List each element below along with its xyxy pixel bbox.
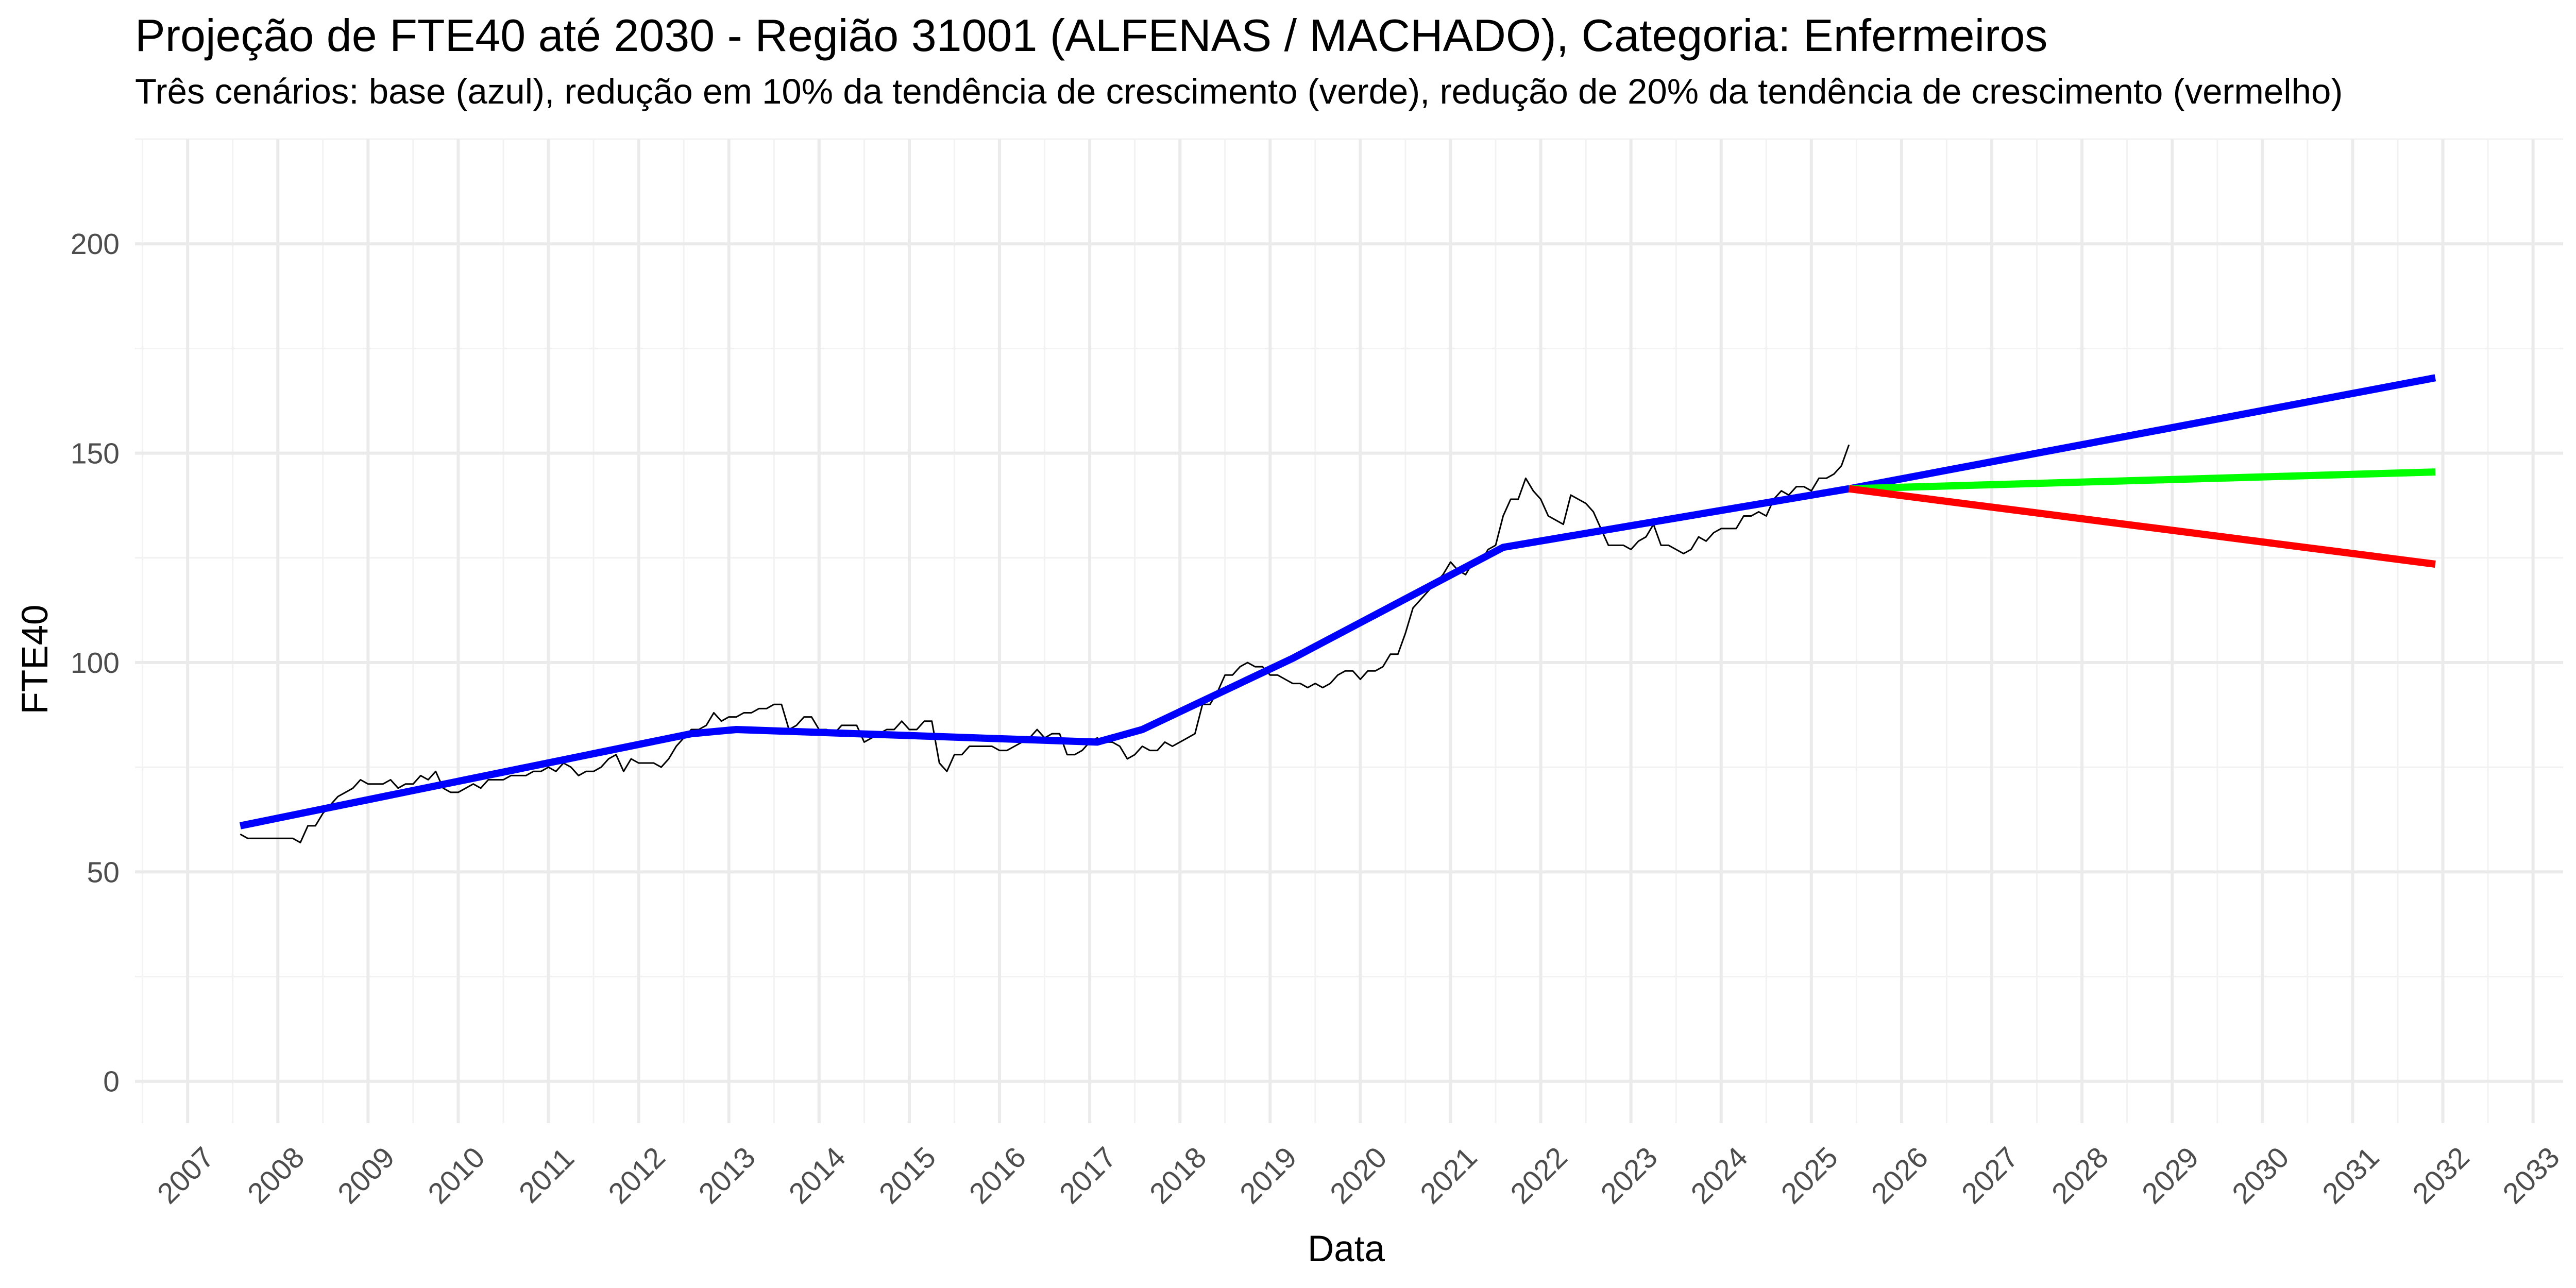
y-tick-labels: 0 50 100 150 200 (71, 228, 120, 1098)
x-tick-label-2012: 2012 (602, 1141, 672, 1210)
x-tick-label-2009: 2009 (331, 1141, 401, 1210)
x-tick-label-2021: 2021 (1414, 1141, 1484, 1210)
y-axis-label: FTE40 (15, 604, 56, 714)
x-tick-label-2018: 2018 (1143, 1141, 1213, 1210)
x-tick-label-2026: 2026 (1865, 1141, 1935, 1210)
x-tick-label-2030: 2030 (2226, 1141, 2295, 1210)
grid-minor (135, 138, 2563, 1123)
chart-title: Projeção de FTE40 até 2030 - Região 3100… (135, 10, 2048, 61)
y-tick-label-150: 150 (71, 437, 120, 470)
x-tick-label-2032: 2032 (2406, 1141, 2476, 1210)
x-tick-label-2023: 2023 (1595, 1141, 1664, 1210)
y-tick-label-50: 50 (87, 856, 120, 889)
x-tick-label-2013: 2013 (692, 1141, 762, 1210)
x-tick-label-2008: 2008 (241, 1141, 311, 1210)
x-tick-label-2010: 2010 (422, 1141, 492, 1210)
x-tick-label-2033: 2033 (2497, 1141, 2566, 1210)
x-tick-label-2020: 2020 (1324, 1141, 1393, 1210)
x-tick-label-2025: 2025 (1775, 1141, 1844, 1210)
x-tick-label-2014: 2014 (783, 1141, 852, 1210)
x-tick-label-2028: 2028 (2045, 1141, 2115, 1210)
x-tick-label-2007: 2007 (151, 1141, 221, 1210)
x-tick-label-2024: 2024 (1685, 1141, 1754, 1210)
y-tick-label-100: 100 (71, 647, 120, 680)
series-line-base (1848, 374, 2436, 493)
x-tick-label-2029: 2029 (2136, 1141, 2205, 1210)
series-layer (239, 374, 2436, 843)
y-tick-label-200: 200 (71, 228, 120, 261)
series-line-trend (239, 485, 1850, 829)
x-tick-label-2027: 2027 (1955, 1141, 2025, 1210)
x-tick-label-2017: 2017 (1053, 1141, 1123, 1210)
series-line-reduction-10 (1849, 468, 2436, 493)
x-tick-label-2031: 2031 (2316, 1141, 2386, 1210)
x-axis-label: Data (1308, 1229, 1385, 1269)
y-tick-label-0: 0 (103, 1065, 120, 1098)
x-tick-label-2019: 2019 (1233, 1141, 1303, 1210)
x-tick-label-2016: 2016 (963, 1141, 1032, 1210)
chart-subtitle: Três cenários: base (azul), redução em 1… (135, 72, 2343, 111)
series-line-reduction-20 (1848, 485, 2436, 568)
x-tick-label-2015: 2015 (873, 1141, 942, 1210)
x-tick-label-2022: 2022 (1504, 1141, 1574, 1210)
grid-major (135, 139, 2563, 1123)
x-tick-label-2011: 2011 (513, 1142, 581, 1210)
x-tick-labels: 2007 2008 2009 2010 2011 2012 2013 2014 2015 2016… (151, 1141, 2566, 1210)
